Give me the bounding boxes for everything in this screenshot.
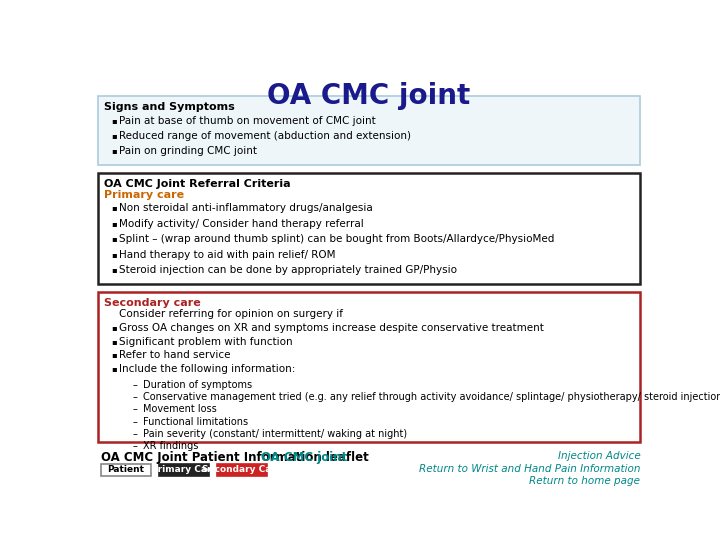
Text: OA CMC joint: OA CMC joint xyxy=(267,82,471,110)
Text: Return to home page: Return to home page xyxy=(529,476,640,486)
Text: Include the following information:: Include the following information: xyxy=(120,364,296,374)
Text: Patient: Patient xyxy=(107,465,145,474)
Text: Signs and Symptoms: Signs and Symptoms xyxy=(104,102,235,112)
Text: Non steroidal anti-inflammatory drugs/analgesia: Non steroidal anti-inflammatory drugs/an… xyxy=(120,204,373,213)
Text: Steroid injection can be done by appropriately trained GP/Physio: Steroid injection can be done by appropr… xyxy=(120,265,457,275)
Text: –: – xyxy=(132,441,138,451)
Text: Modify activity/ Consider hand therapy referral: Modify activity/ Consider hand therapy r… xyxy=(120,219,364,229)
Text: Reduced range of movement (abduction and extension): Reduced range of movement (abduction and… xyxy=(120,131,411,141)
Text: Pain on grinding CMC joint: Pain on grinding CMC joint xyxy=(120,146,258,157)
Text: Injection Advice: Injection Advice xyxy=(557,451,640,461)
Text: ▪: ▪ xyxy=(112,146,117,156)
Text: Primary Care: Primary Care xyxy=(151,465,217,474)
Text: Secondary Care: Secondary Care xyxy=(202,465,282,474)
Text: Significant problem with function: Significant problem with function xyxy=(120,336,293,347)
Text: Refer to hand service: Refer to hand service xyxy=(120,350,231,361)
Text: Consider referring for opinion on surgery if: Consider referring for opinion on surger… xyxy=(120,309,343,319)
Text: Pain at base of thumb on movement of CMC joint: Pain at base of thumb on movement of CMC… xyxy=(120,116,376,126)
Text: Conservative management tried (e.g. any relief through activity avoidance/ splin: Conservative management tried (e.g. any … xyxy=(143,392,720,402)
FancyBboxPatch shape xyxy=(98,292,640,442)
FancyBboxPatch shape xyxy=(98,96,640,165)
Text: Functional limitations: Functional limitations xyxy=(143,417,248,427)
Text: Duration of symptoms: Duration of symptoms xyxy=(143,380,252,390)
Text: ▪: ▪ xyxy=(112,350,117,360)
Text: ▪: ▪ xyxy=(112,131,117,140)
Text: Secondary care: Secondary care xyxy=(104,298,201,308)
Text: –: – xyxy=(132,404,138,414)
Text: ▪: ▪ xyxy=(112,219,117,228)
FancyBboxPatch shape xyxy=(159,464,210,476)
Text: Pain severity (constant/ intermittent/ waking at night): Pain severity (constant/ intermittent/ w… xyxy=(143,429,407,439)
Text: Movement loss: Movement loss xyxy=(143,404,217,414)
Text: OA CMC Joint Patient Information leaflet: OA CMC Joint Patient Information leaflet xyxy=(101,451,373,464)
Text: ▪: ▪ xyxy=(112,234,117,243)
Text: Return to Wrist and Hand Pain Information: Return to Wrist and Hand Pain Informatio… xyxy=(419,464,640,474)
Text: Splint – (wrap around thumb splint) can be bought from Boots/Allardyce/PhysioMed: Splint – (wrap around thumb splint) can … xyxy=(120,234,555,244)
Text: ▪: ▪ xyxy=(112,364,117,373)
Text: XR findings: XR findings xyxy=(143,441,198,451)
Text: Gross OA changes on XR and symptoms increase despite conservative treatment: Gross OA changes on XR and symptoms incr… xyxy=(120,323,544,333)
Text: ▪: ▪ xyxy=(112,265,117,274)
Text: ▪: ▪ xyxy=(112,336,117,346)
Text: –: – xyxy=(132,417,138,427)
Text: ▪: ▪ xyxy=(112,249,117,259)
Text: Hand therapy to aid with pain relief/ ROM: Hand therapy to aid with pain relief/ RO… xyxy=(120,249,336,260)
Text: OA CMC Joint Referral Criteria: OA CMC Joint Referral Criteria xyxy=(104,179,291,189)
FancyBboxPatch shape xyxy=(101,464,151,476)
FancyBboxPatch shape xyxy=(98,173,640,284)
Text: –: – xyxy=(132,392,138,402)
Text: –: – xyxy=(132,380,138,390)
FancyBboxPatch shape xyxy=(217,464,267,476)
Text: ▪: ▪ xyxy=(112,116,117,125)
Text: ▪: ▪ xyxy=(112,323,117,332)
Text: –: – xyxy=(132,429,138,439)
Text: OA CMC joint: OA CMC joint xyxy=(261,451,348,464)
Text: ▪: ▪ xyxy=(112,204,117,212)
Text: Primary care: Primary care xyxy=(104,190,184,200)
